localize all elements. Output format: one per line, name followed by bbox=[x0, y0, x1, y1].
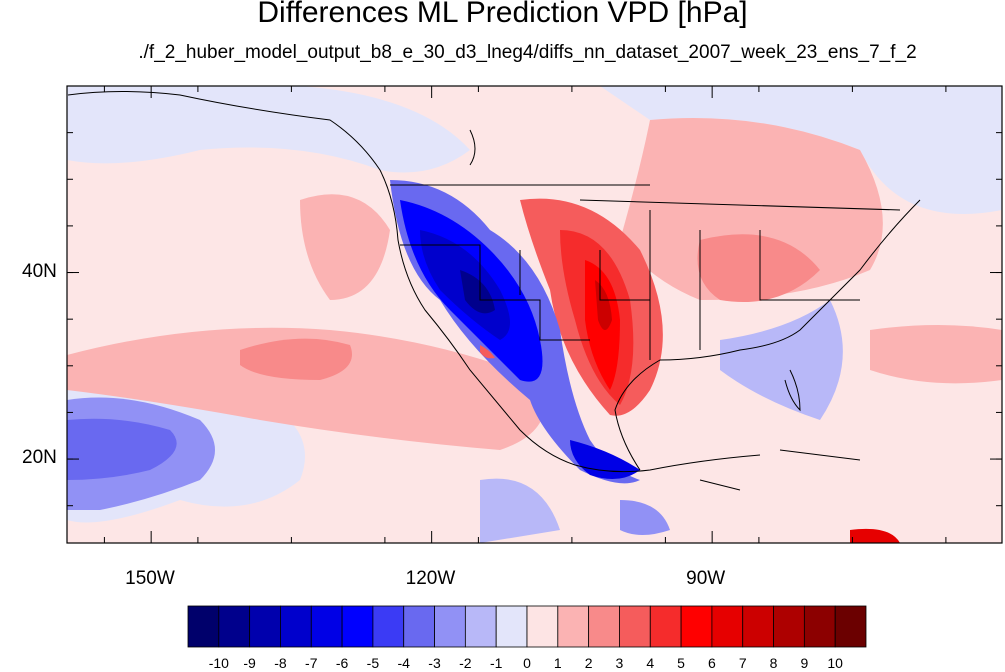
colorbar-label: -2 bbox=[459, 655, 472, 671]
colorbar-label: -7 bbox=[305, 655, 318, 671]
colorbar-label: -10 bbox=[208, 655, 229, 671]
colorbar-swatch bbox=[773, 605, 805, 648]
colorbar-swatch bbox=[341, 605, 374, 648]
colorbar-swatch bbox=[403, 605, 435, 648]
colorbar-swatch bbox=[557, 605, 590, 648]
axis-ticks bbox=[67, 86, 1002, 543]
colorbar-label: 0 bbox=[523, 655, 531, 671]
colorbar-swatch bbox=[680, 605, 713, 648]
colorbar-swatch bbox=[742, 605, 774, 648]
colorbar-swatch bbox=[649, 605, 682, 648]
colorbar-label: 4 bbox=[646, 655, 655, 671]
colorbar-swatch bbox=[187, 605, 220, 648]
colorbar-swatch bbox=[834, 605, 867, 648]
colorbar-label: 5 bbox=[677, 655, 685, 671]
colorbar-swatch bbox=[280, 605, 312, 648]
colorbar-swatch bbox=[464, 605, 497, 648]
colorbar-swatch bbox=[619, 605, 651, 648]
colorbar-label: 3 bbox=[615, 655, 624, 671]
x-tick-label: 90W bbox=[686, 568, 726, 589]
colorbar-label: 10 bbox=[827, 655, 843, 671]
colorbar-swatch bbox=[803, 605, 836, 648]
y-tick-label: 20N bbox=[22, 447, 57, 469]
colorbar-swatch bbox=[434, 605, 466, 648]
colorbar-swatch bbox=[249, 605, 281, 648]
colorbar-label: 1 bbox=[553, 655, 562, 671]
plot-frame bbox=[66, 85, 1003, 544]
colorbar-label: -6 bbox=[335, 655, 349, 671]
colorbar-label: -5 bbox=[366, 655, 380, 671]
colorbar-label: -3 bbox=[428, 655, 441, 671]
map-title: Differences ML Prediction VPD [hPa] bbox=[257, 0, 748, 29]
colorbar-label: -4 bbox=[397, 655, 410, 671]
colorbar-label: 9 bbox=[800, 655, 809, 671]
colorbar-label: -8 bbox=[274, 655, 287, 671]
colorbar-swatch bbox=[526, 605, 559, 648]
colorbar-label: 8 bbox=[769, 655, 778, 671]
colorbar-label: 7 bbox=[738, 655, 747, 671]
x-tick-label: 120W bbox=[405, 568, 456, 589]
colorbar-swatch bbox=[218, 605, 251, 648]
colorbar-swatch bbox=[495, 605, 528, 648]
colorbar-swatch bbox=[711, 605, 744, 648]
colorbar-label: 2 bbox=[584, 655, 593, 671]
coastlines bbox=[67, 91, 921, 491]
colorbar-label: -9 bbox=[243, 655, 256, 671]
colorbar-swatch bbox=[588, 605, 620, 648]
colorbar-label: 6 bbox=[708, 655, 716, 671]
map-subtitle: ./f_2_huber_model_output_b8_e_30_d3_lneg… bbox=[138, 42, 917, 63]
x-tick-label: 150W bbox=[125, 568, 175, 589]
colorbar-label: -1 bbox=[489, 655, 503, 671]
colorbar-swatch bbox=[310, 605, 343, 648]
vpd-difference-field bbox=[67, 86, 1002, 543]
colorbar bbox=[187, 605, 867, 648]
y-tick-label: 40N bbox=[22, 260, 57, 282]
colorbar-swatch bbox=[372, 605, 405, 648]
